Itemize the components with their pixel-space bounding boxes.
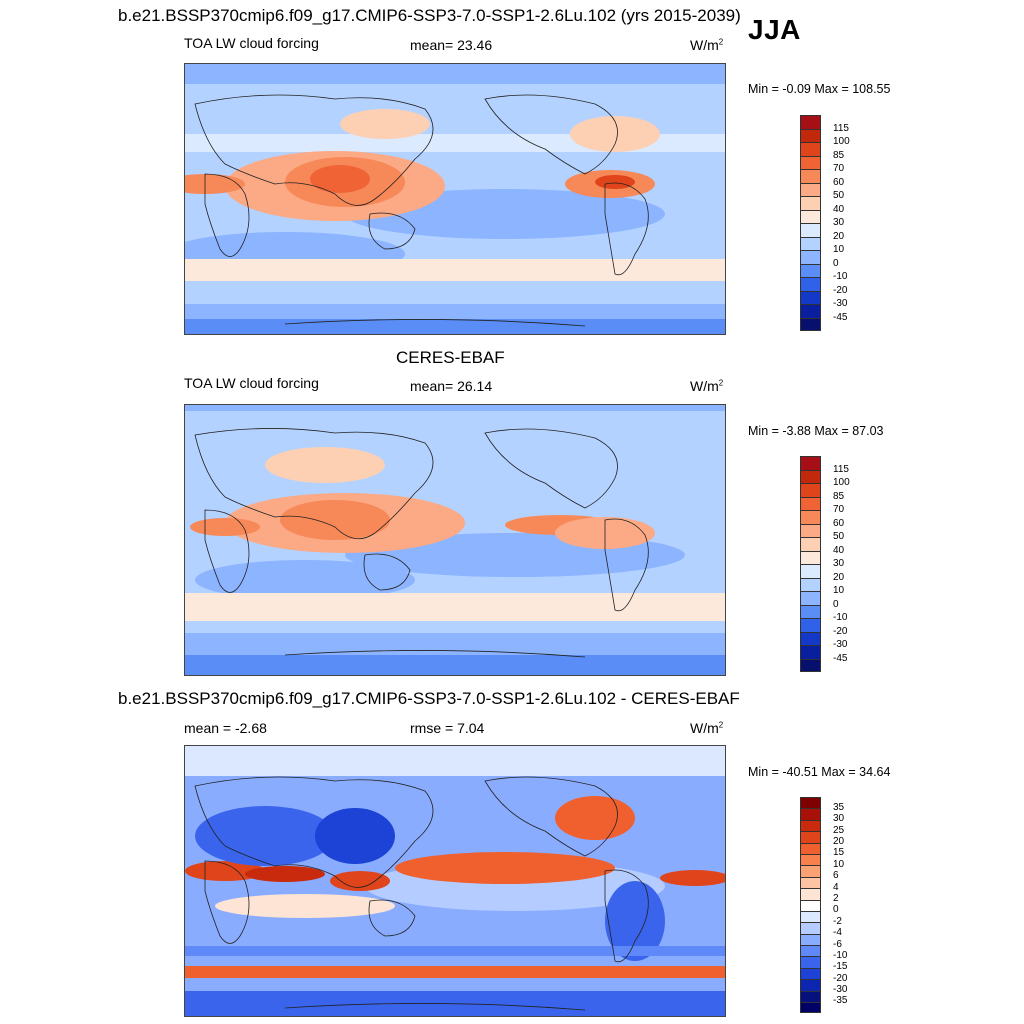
panel1-tick-label: 85	[833, 150, 845, 161]
panel1-tick-label: 10	[833, 244, 845, 255]
panel2-tick-label: 70	[833, 504, 845, 515]
panel1-tick-label: 30	[833, 217, 845, 228]
panel1-tick-label: 60	[833, 177, 845, 188]
panel1-tick-label: 100	[833, 136, 850, 147]
diff-tick-label: 4	[833, 882, 839, 893]
diff-tick-label: 20	[833, 836, 845, 847]
panel2-minmax: Min = -3.88 Max = 87.03	[748, 424, 884, 438]
diff-minmax: Min = -40.51 Max = 34.64	[748, 765, 891, 779]
diff-tick-label: -15	[833, 961, 848, 972]
diff-tick-label: -10	[833, 950, 848, 961]
panel1-tick-label: -20	[833, 285, 848, 296]
diff-tick-label: -30	[833, 984, 848, 995]
panel2-tick-label: 10	[833, 585, 845, 596]
panel1-colorbar	[800, 115, 821, 331]
diff-tick-label: 10	[833, 859, 845, 870]
panel1-tick-label: -30	[833, 298, 848, 309]
diff-tick-label: 2	[833, 893, 839, 904]
panel2-tick-label: 85	[833, 491, 845, 502]
diff-colorbar	[800, 797, 821, 1014]
panel2-tick-label: -45	[833, 653, 848, 664]
panel1-tick-label: 40	[833, 204, 845, 215]
diff-tick-label: -6	[833, 939, 842, 950]
diff-tick-label: 35	[833, 802, 845, 813]
diff-tick-label: 6	[833, 870, 839, 881]
season-label: JJA	[748, 14, 801, 45]
panel1-tick-label: 115	[833, 123, 849, 134]
panel1-minmax: Min = -0.09 Max = 108.55	[748, 82, 891, 96]
panel1-tick-label: 70	[833, 163, 845, 174]
panel2-tick-label: 40	[833, 545, 845, 556]
diff-tick-label: -4	[833, 927, 842, 938]
model-title: b.e21.BSSP370cmip6.f09_g17.CMIP6-SSP3-7.…	[118, 6, 741, 25]
diff-tick-label: -35	[833, 995, 848, 1006]
panel2-units: W/m2	[690, 378, 724, 394]
diff-tick-label: -2	[833, 916, 842, 927]
panel1-mean: mean= 23.46	[410, 37, 493, 53]
diff-tick-label: 0	[833, 904, 839, 915]
panel1-variable: TOA LW cloud forcing	[184, 35, 319, 51]
panel2-tick-label: 100	[833, 477, 850, 488]
diff-tick-label: 30	[833, 813, 845, 824]
panel2-tick-label: 20	[833, 572, 845, 583]
panel2-tick-label: 60	[833, 518, 845, 529]
diff-title: b.e21.BSSP370cmip6.f09_g17.CMIP6-SSP3-7.…	[118, 689, 740, 708]
panel2-tick-label: 30	[833, 558, 845, 569]
diff-rmse: rmse = 7.04	[410, 720, 485, 736]
panel1-tick-label: -45	[833, 312, 848, 323]
diff-mean: mean = -2.68	[184, 720, 267, 736]
diff-tick-label: 15	[833, 847, 845, 858]
diff-tick-label: 25	[833, 825, 845, 836]
diff-map	[184, 745, 726, 1017]
panel2-tick-label: 50	[833, 531, 845, 542]
diff-units: W/m2	[690, 720, 724, 736]
panel2-tick-label: 115	[833, 464, 849, 475]
diff-tick-label: -20	[833, 973, 848, 984]
panel2-tick-label: -20	[833, 626, 848, 637]
panel2-tick-label: -10	[833, 612, 848, 623]
panel2-mean: mean= 26.14	[410, 378, 493, 394]
panel2-colorbar	[800, 456, 821, 672]
panel1-tick-label: 0	[833, 258, 839, 269]
panel2-tick-label: 0	[833, 599, 839, 610]
panel1-tick-label: -10	[833, 271, 848, 282]
panel2-variable: TOA LW cloud forcing	[184, 375, 319, 391]
panel2-tick-label: -30	[833, 639, 848, 650]
panel1-map	[184, 63, 726, 335]
panel1-units: W/m2	[690, 37, 724, 53]
panel1-tick-label: 20	[833, 231, 845, 242]
panel2-map	[184, 404, 726, 676]
panel2-dataset-title: CERES-EBAF	[396, 348, 505, 367]
panel1-tick-label: 50	[833, 190, 845, 201]
